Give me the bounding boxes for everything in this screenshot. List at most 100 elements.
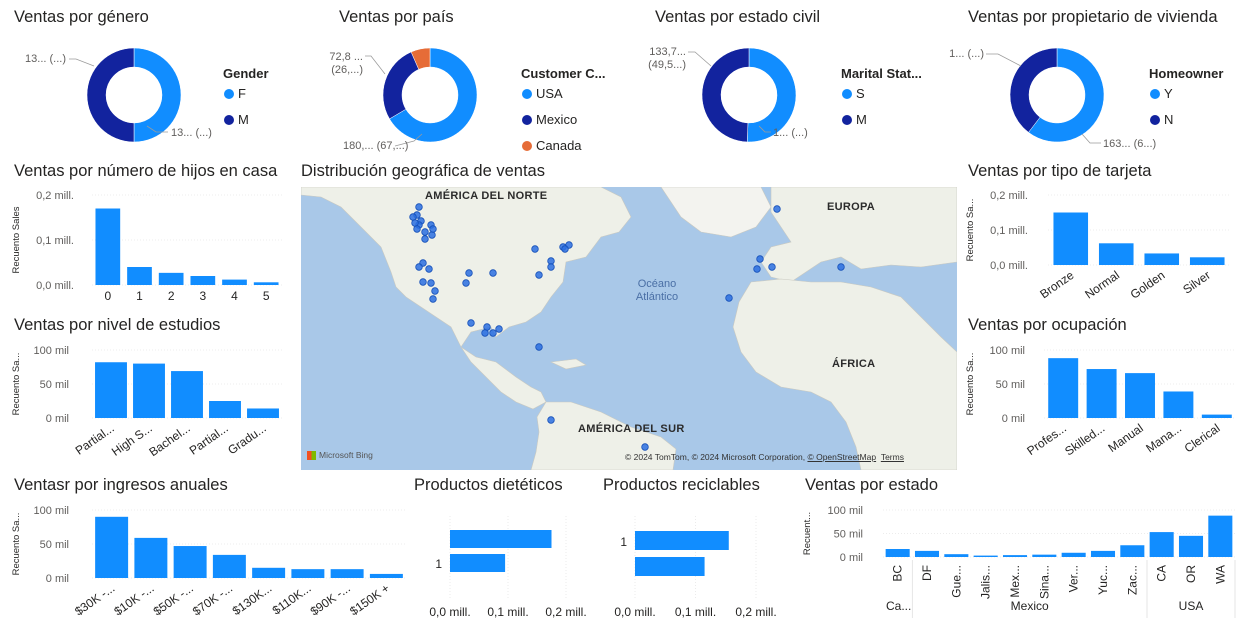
bar-3: [212, 554, 246, 578]
x-tick-label: Clerical: [1182, 421, 1223, 455]
panel-sales-by-homeowner: Ventas por propietario de vivienda Homeo…: [949, 8, 1243, 158]
osm-link[interactable]: © OpenStreetMap: [807, 452, 877, 462]
legend-item-m: M: [856, 112, 867, 127]
donut-slice-f: [133, 47, 182, 143]
x-tick-label: 0,1 mill.: [487, 605, 528, 619]
legend-title: Gender: [223, 66, 269, 81]
map-point: [467, 319, 475, 327]
donut-slice-n: [1009, 47, 1058, 133]
legend-dot-f: [224, 89, 234, 99]
data-label: 133,7...: [649, 46, 686, 58]
x-tick-label: High S...: [109, 421, 155, 459]
x-tick-label: Manual: [1105, 421, 1145, 455]
bar-5: [253, 282, 279, 285]
map-point: [465, 269, 473, 277]
x-tick-label: $90K -...: [308, 581, 353, 618]
bar-3: [209, 401, 241, 418]
chart-title: Ventas por estado: [805, 476, 939, 494]
bar-4: [247, 408, 279, 418]
y-tick-label: 1: [435, 557, 442, 571]
map-canvas[interactable]: AMÉRICA DEL NORTE EUROPA Océano Atlántic…: [301, 187, 957, 470]
bar-9: [1149, 532, 1174, 557]
bar-0: [450, 530, 552, 548]
data-label: 13... (...): [25, 53, 66, 65]
microsoft-logo-icon: [307, 450, 316, 460]
x-tick-label: Sina...: [1037, 565, 1051, 599]
x-tick-label: $70K -...: [190, 581, 235, 618]
panel-sales-by-children: Ventas por número de hijos en casa 0,2 m…: [11, 162, 299, 312]
legend-item-n: N: [1164, 112, 1173, 127]
map-point: [483, 323, 491, 331]
bar-4: [1002, 555, 1028, 557]
y-axis-title: Recuento Sa...: [965, 353, 976, 416]
panel-sales-by-occupation: Ventas por ocupación 100 mil 50 mil 0 mil R…: [965, 316, 1243, 476]
map-point: [462, 279, 470, 287]
map-point: [431, 287, 439, 295]
data-label-line: [758, 125, 771, 133]
x-tick-label: Normal: [1082, 268, 1122, 302]
bar-8: [1120, 545, 1145, 557]
bar-5: [1032, 554, 1057, 557]
donut-chart-country[interactable]: Customer C... USA Mexico Canada 72,8 ...(26,…: [329, 8, 639, 158]
donut-chart-homeowner[interactable]: Homeowner YN 1... (...) 163... (6...): [949, 8, 1243, 158]
map-point: [756, 255, 764, 263]
legend-title: Customer C...: [521, 66, 606, 81]
bar-chart-income[interactable]: 100 mil 50 mil 0 mil Recuento Sa... $30K -..…: [11, 476, 409, 626]
terms-link[interactable]: Terms: [880, 452, 904, 462]
legend-dot-mexico: [522, 115, 532, 125]
chart-title: Ventas por nivel de estudios: [14, 316, 221, 334]
y-tick-label: 100 mil: [34, 345, 69, 357]
map-credit: © 2024 TomTom, © 2024 Microsoft Corporat…: [625, 452, 904, 462]
bar-chart-card[interactable]: 0,2 mill. 0,1 mill. 0,0 mill. Recuento Sa..…: [965, 162, 1243, 312]
donut-chart-gender[interactable]: Gender FM 13... (...) 13... (...): [14, 8, 314, 158]
bar-1: [127, 267, 152, 285]
legend-dot-canada: [522, 141, 532, 151]
bar-0: [95, 516, 129, 578]
bar-chart-state[interactable]: 100 mil 50 mil 0 mil Recuent... BC DF Gue... Ja…: [802, 476, 1245, 626]
map-label-ocean: Océano Atlántico: [635, 278, 679, 303]
bar-1: [450, 554, 506, 572]
legend-dot-s: [842, 89, 852, 99]
x-tick-label: $110K...: [270, 581, 314, 618]
donut-slice-s: [746, 47, 797, 143]
y-tick-label: 50 mil: [40, 539, 69, 551]
group-label: USA: [1179, 599, 1204, 613]
bar-chart-recycle[interactable]: 0,0 mill. 0,1 mill. 0,2 mill. 1: [603, 476, 793, 626]
data-label: 1... (...): [773, 127, 808, 139]
data-label-line: [365, 55, 386, 75]
x-tick-label: Silver: [1180, 268, 1213, 297]
x-tick-label: 0: [104, 289, 111, 303]
donut-chart-marital[interactable]: Marital Stat... SM 133,7...(49,5...) 1... (…: [648, 8, 955, 158]
x-tick-label: 3: [199, 289, 206, 303]
bar-2: [171, 371, 203, 418]
map-point: [641, 443, 649, 451]
data-label: 163... (6...): [1103, 138, 1156, 150]
y-tick-label: 100 mil: [828, 505, 863, 517]
map-point: [768, 263, 776, 271]
bar-1: [134, 537, 168, 578]
y-axis-title: Recuent...: [802, 512, 813, 555]
x-tick-label: Mex...: [1008, 565, 1022, 598]
map-point: [773, 205, 781, 213]
donut-slice-canada: [410, 47, 431, 70]
map-point: [495, 325, 503, 333]
credit-text: © 2024 TomTom, © 2024 Microsoft Corporat…: [625, 452, 808, 462]
bar-6: [1061, 552, 1086, 557]
y-tick-label: 50 mil: [996, 379, 1025, 391]
bar-2: [173, 546, 207, 578]
x-tick-label: Gradu...: [225, 421, 269, 457]
map-points-layer[interactable]: [301, 187, 957, 470]
bar-4: [1201, 414, 1232, 418]
group-label: Ca...: [886, 599, 911, 613]
x-tick-label: 0,0 mill.: [614, 605, 655, 619]
chart-title: Ventas por ocupación: [968, 316, 1127, 334]
bar-3: [1163, 391, 1194, 418]
legend-item-usa: USA: [536, 86, 563, 101]
bar-chart-diet[interactable]: 0,0 mill. 0,1 mill. 0,2 mill. 1: [414, 476, 594, 626]
bar-chart-occupation[interactable]: 100 mil 50 mil 0 mil Recuento Sa... Profes..…: [965, 316, 1243, 476]
x-tick-label: 1: [136, 289, 143, 303]
chart-title: Productos dietéticos: [414, 476, 563, 494]
bar-2: [1125, 373, 1155, 418]
bar-chart-children[interactable]: 0,2 mill. 0,1 mill. 0,0 mill. Recuento Sale…: [11, 162, 299, 312]
bar-chart-education[interactable]: 100 mil 50 mil 0 mil Recuento Sa... Partial.…: [11, 316, 299, 476]
